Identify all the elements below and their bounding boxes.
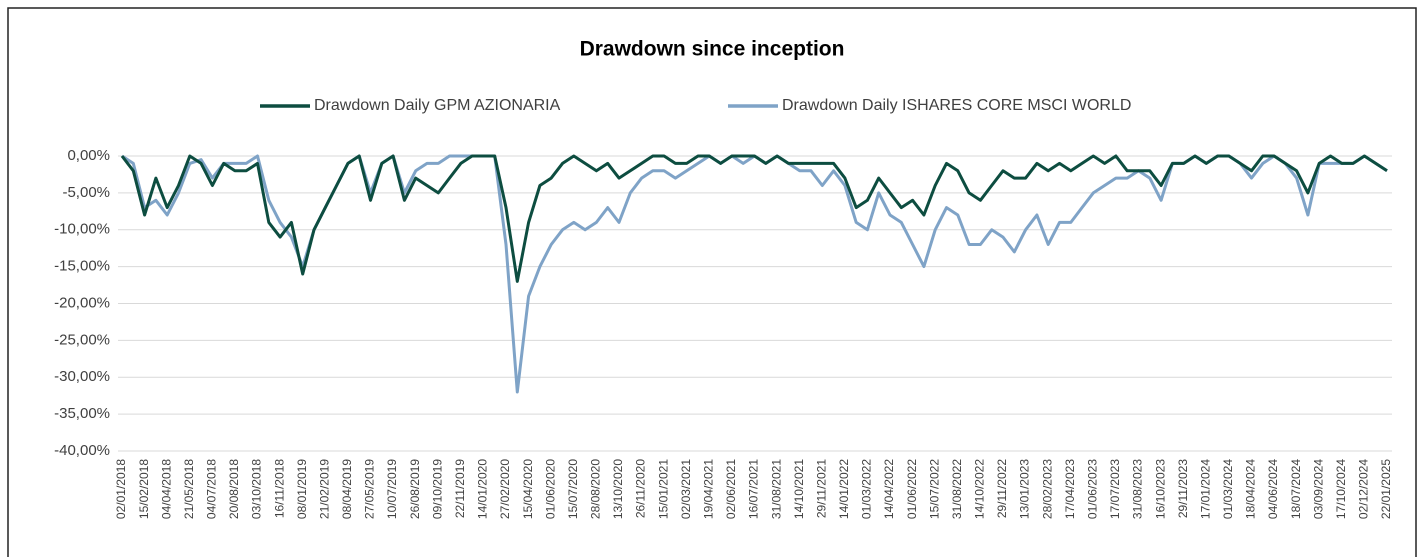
x-tick-label: 01/03/2024 [1221, 459, 1235, 519]
x-tick-label: 16/07/2021 [747, 459, 761, 519]
chart-title: Drawdown since inception [580, 38, 845, 61]
x-tick-label: 08/01/2019 [295, 459, 309, 519]
x-tick-label: 15/01/2021 [656, 459, 670, 519]
x-tick-label: 29/11/2023 [1176, 459, 1190, 518]
x-tick-label: 31/08/2022 [950, 459, 964, 519]
x-tick-label: 02/12/2024 [1357, 459, 1371, 519]
x-tick-label: 02/01/2018 [114, 459, 128, 519]
x-tick-label: 31/08/2021 [769, 459, 783, 519]
x-tick-label: 03/09/2024 [1311, 459, 1325, 519]
x-tick-label: 15/07/2022 [927, 459, 941, 519]
x-tick-label: 04/04/2018 [159, 459, 173, 519]
y-tick-label: -15,00% [54, 258, 110, 275]
x-tick-label: 03/10/2018 [250, 459, 264, 519]
x-tick-label: 21/05/2018 [182, 459, 196, 519]
y-tick-label: -20,00% [54, 294, 110, 311]
x-tick-label: 02/06/2021 [724, 459, 738, 519]
x-tick-label: 01/03/2022 [860, 459, 874, 519]
y-tick-label: -5,00% [62, 184, 110, 201]
series-line [120, 154, 1388, 283]
y-tick-label: -40,00% [54, 442, 110, 459]
x-tick-label: 28/02/2023 [1040, 459, 1054, 519]
x-tick-label: 26/08/2019 [408, 459, 422, 519]
x-tick-label: 15/02/2018 [137, 459, 151, 519]
x-tick-label: 17/01/2024 [1198, 459, 1212, 519]
x-tick-label: 13/01/2023 [1018, 459, 1032, 519]
x-tick-label: 15/07/2020 [566, 459, 580, 519]
x-tick-label: 15/04/2020 [521, 459, 535, 519]
x-tick-label: 16/11/2018 [272, 459, 286, 518]
x-tick-label: 27/02/2020 [498, 459, 512, 519]
x-tick-label: 10/07/2019 [385, 459, 399, 519]
x-tick-label: 21/02/2019 [317, 459, 331, 519]
chart-frame [7, 7, 1417, 557]
x-tick-label: 01/06/2023 [1086, 459, 1100, 519]
y-tick-label: 0,00% [67, 147, 110, 164]
y-tick-label: -10,00% [54, 221, 110, 238]
x-tick-label: 14/10/2022 [973, 459, 987, 519]
x-tick-label: 14/04/2022 [882, 459, 896, 519]
x-tick-label: 17/10/2024 [1334, 459, 1348, 519]
x-tick-label: 13/10/2020 [611, 459, 625, 519]
y-tick-label: -30,00% [54, 368, 110, 385]
x-tick-label: 14/01/2022 [837, 459, 851, 519]
x-tick-label: 02/03/2021 [679, 459, 693, 519]
legend-label: Drawdown Daily ISHARES CORE MSCI WORLD [782, 97, 1131, 114]
x-tick-label: 22/01/2025 [1379, 459, 1393, 519]
x-tick-label: 26/11/2020 [634, 459, 648, 518]
x-tick-label: 20/08/2018 [227, 459, 241, 519]
x-tick-label: 04/07/2018 [205, 459, 219, 519]
x-tick-label: 31/08/2023 [1131, 459, 1145, 519]
x-tick-label: 04/06/2024 [1266, 459, 1280, 519]
x-tick-label: 27/05/2019 [363, 459, 377, 519]
x-tick-label: 14/10/2021 [792, 459, 806, 519]
y-tick-label: -25,00% [54, 331, 110, 348]
x-tick-label: 08/04/2019 [340, 459, 354, 519]
x-tick-label: 14/01/2020 [476, 459, 490, 519]
x-tick-label: 18/07/2024 [1289, 459, 1303, 519]
x-tick-label: 17/07/2023 [1108, 459, 1122, 519]
x-tick-label: 09/10/2019 [430, 459, 444, 519]
x-tick-label: 22/11/2019 [453, 459, 467, 518]
x-tick-label: 29/11/2021 [814, 459, 828, 518]
x-tick-label: 01/06/2020 [543, 459, 557, 519]
x-tick-label: 18/04/2024 [1244, 459, 1258, 519]
x-tick-label: 28/08/2020 [589, 459, 603, 519]
x-tick-label: 17/04/2023 [1063, 459, 1077, 519]
legend-label: Drawdown Daily GPM AZIONARIA [314, 97, 561, 114]
x-tick-label: 19/04/2021 [701, 459, 715, 519]
x-tick-label: 01/06/2022 [905, 459, 919, 519]
y-tick-label: -35,00% [54, 405, 110, 422]
x-tick-label: 29/11/2022 [995, 459, 1009, 518]
x-tick-label: 16/10/2023 [1153, 459, 1167, 519]
